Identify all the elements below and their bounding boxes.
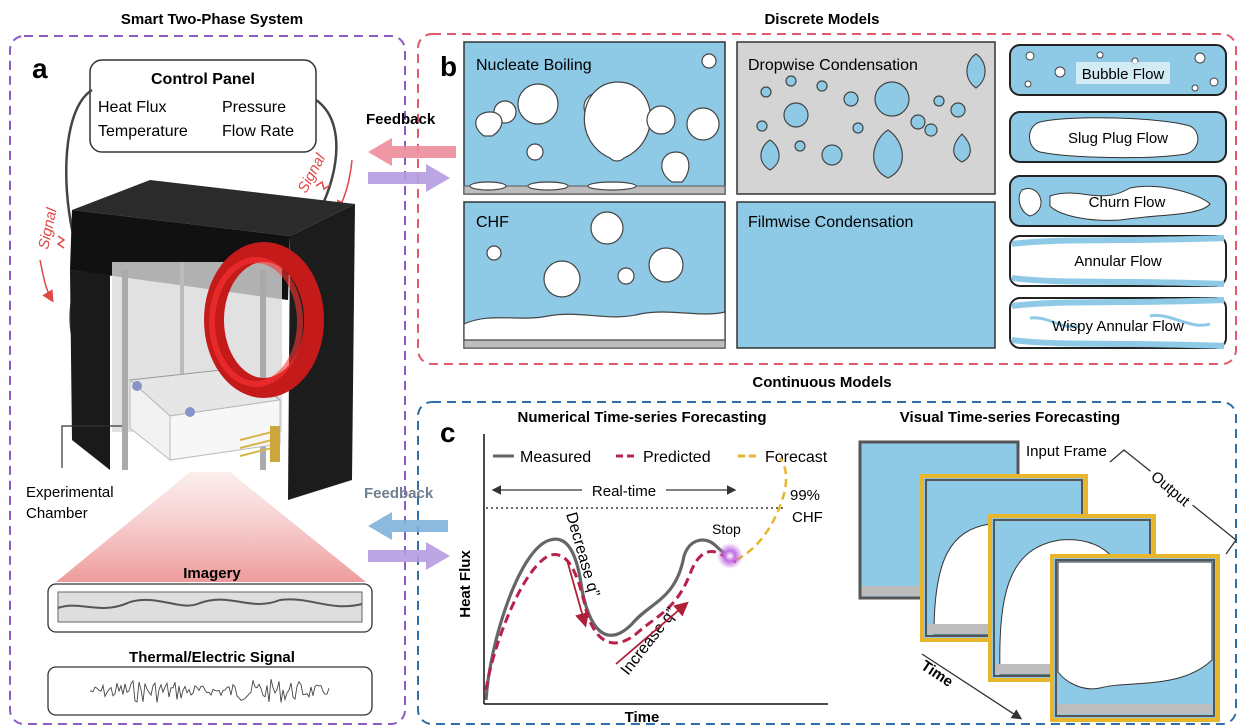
chf-bubbles [463,211,726,341]
decrease-arrow [566,559,590,628]
predicted-curve [484,550,737,691]
control-item-temperature: Temperature [98,123,188,140]
control-panel-title: Control Panel [151,71,255,88]
signal-arrow-left [39,259,54,303]
output-label: Output [1147,468,1193,511]
realtime-label: Real-time [592,483,656,500]
panel-c-title: Continuous Models [752,374,891,391]
signal-zigzag-left [56,235,66,249]
chf-threshold-label-1: 99% [790,487,820,504]
chart-ylabel-wrap: Heat Flux [457,550,474,618]
panel-a-frame [9,35,406,725]
stop-glow [717,543,743,569]
bubble-flow-label: Bubble Flow [1082,66,1165,83]
filmwise-condensation-label: Filmwise Condensation [748,214,913,231]
chf-heater [463,339,726,349]
dropwise-condensation-label: Dropwise Condensation [748,57,918,74]
experimental-chamber-illustration [70,180,355,500]
signal-panel [47,666,373,716]
signal-zigzag-right [315,180,331,191]
feedback-label-b: Feedback [366,111,436,128]
control-panel-box [89,59,317,153]
thermal-signal-label: Thermal/Electric Signal [129,649,295,666]
numerical-title: Numerical Time-series Forecasting [518,409,767,426]
nucleate-bubbles [469,53,720,191]
time-label-wrap: Time [918,657,956,691]
measured-curve [484,537,735,701]
time-arrow [921,653,1023,720]
imagery-interface [57,598,363,609]
dropwise-droplets [756,53,986,179]
feedback-label-c: Feedback [364,485,434,502]
panel-b-title: Discrete Models [764,11,879,28]
cable-right [315,98,338,211]
panel-c-frame [417,401,1237,725]
time-label: Time [918,657,956,691]
feedback-arrow-out-b [368,138,456,166]
control-item-pressure: Pressure [222,99,286,116]
annular-flow-tube [1009,235,1227,287]
panel-a-title: Smart Two-Phase System [121,11,303,28]
chf-threshold-label-2: CHF [792,509,823,526]
increase-arrow [615,601,689,665]
panel-b-frame [417,33,1237,365]
signal-trace [89,679,330,703]
forecast-curve [735,457,788,562]
control-item-flow-rate: Flow Rate [222,123,294,140]
feedback-arrow-in-c [368,542,450,570]
visual-title: Visual Time-series Forecasting [900,409,1120,426]
annular-flow-label: Annular Flow [1074,253,1162,270]
feedback-arrow-out-c [368,512,448,540]
chamber-label-line1: Experimental [26,484,114,501]
feedback-arrow-in-b [368,164,450,192]
chf-label: CHF [476,214,509,231]
legend-measured-label: Measured [520,449,591,466]
chamber-pointer-line [61,425,122,468]
output-frame-3 [1050,554,1220,722]
stop-label: Stop [712,521,741,537]
chart-xlabel: Time [625,709,660,726]
filmwise-condensation-box [736,201,996,349]
imaging-beam [56,472,366,582]
panel-a-letter: a [32,53,48,84]
panel-b-letter: b [440,51,457,82]
wispy-annular-flow-tube [1009,297,1227,349]
slug-plug-flow-label: Slug Plug Flow [1068,130,1168,147]
chamber-label-line2: Chamber [26,505,88,522]
flow-regime-tubes: Bubble Flow Slug Plug Flow Churn Flow An… [1009,44,1227,349]
wispy-annular-flow-label: Wispy Annular Flow [1052,318,1184,335]
panel-c-letter: c [440,417,456,448]
chart-ylabel: Heat Flux [457,550,474,618]
input-frame-label: Input Frame [1026,443,1107,460]
churn-flow-label: Churn Flow [1089,194,1166,211]
dropwise-condensation-box [736,41,996,195]
legend-forecast-label: Forecast [765,449,828,466]
nucleate-boiling-label: Nucleate Boiling [476,57,592,74]
output-label-wrap: Output [1144,464,1198,514]
imagery-label: Imagery [183,565,241,582]
legend-predicted-label: Predicted [643,449,711,466]
control-item-heat-flux: Heat Flux [98,99,166,116]
